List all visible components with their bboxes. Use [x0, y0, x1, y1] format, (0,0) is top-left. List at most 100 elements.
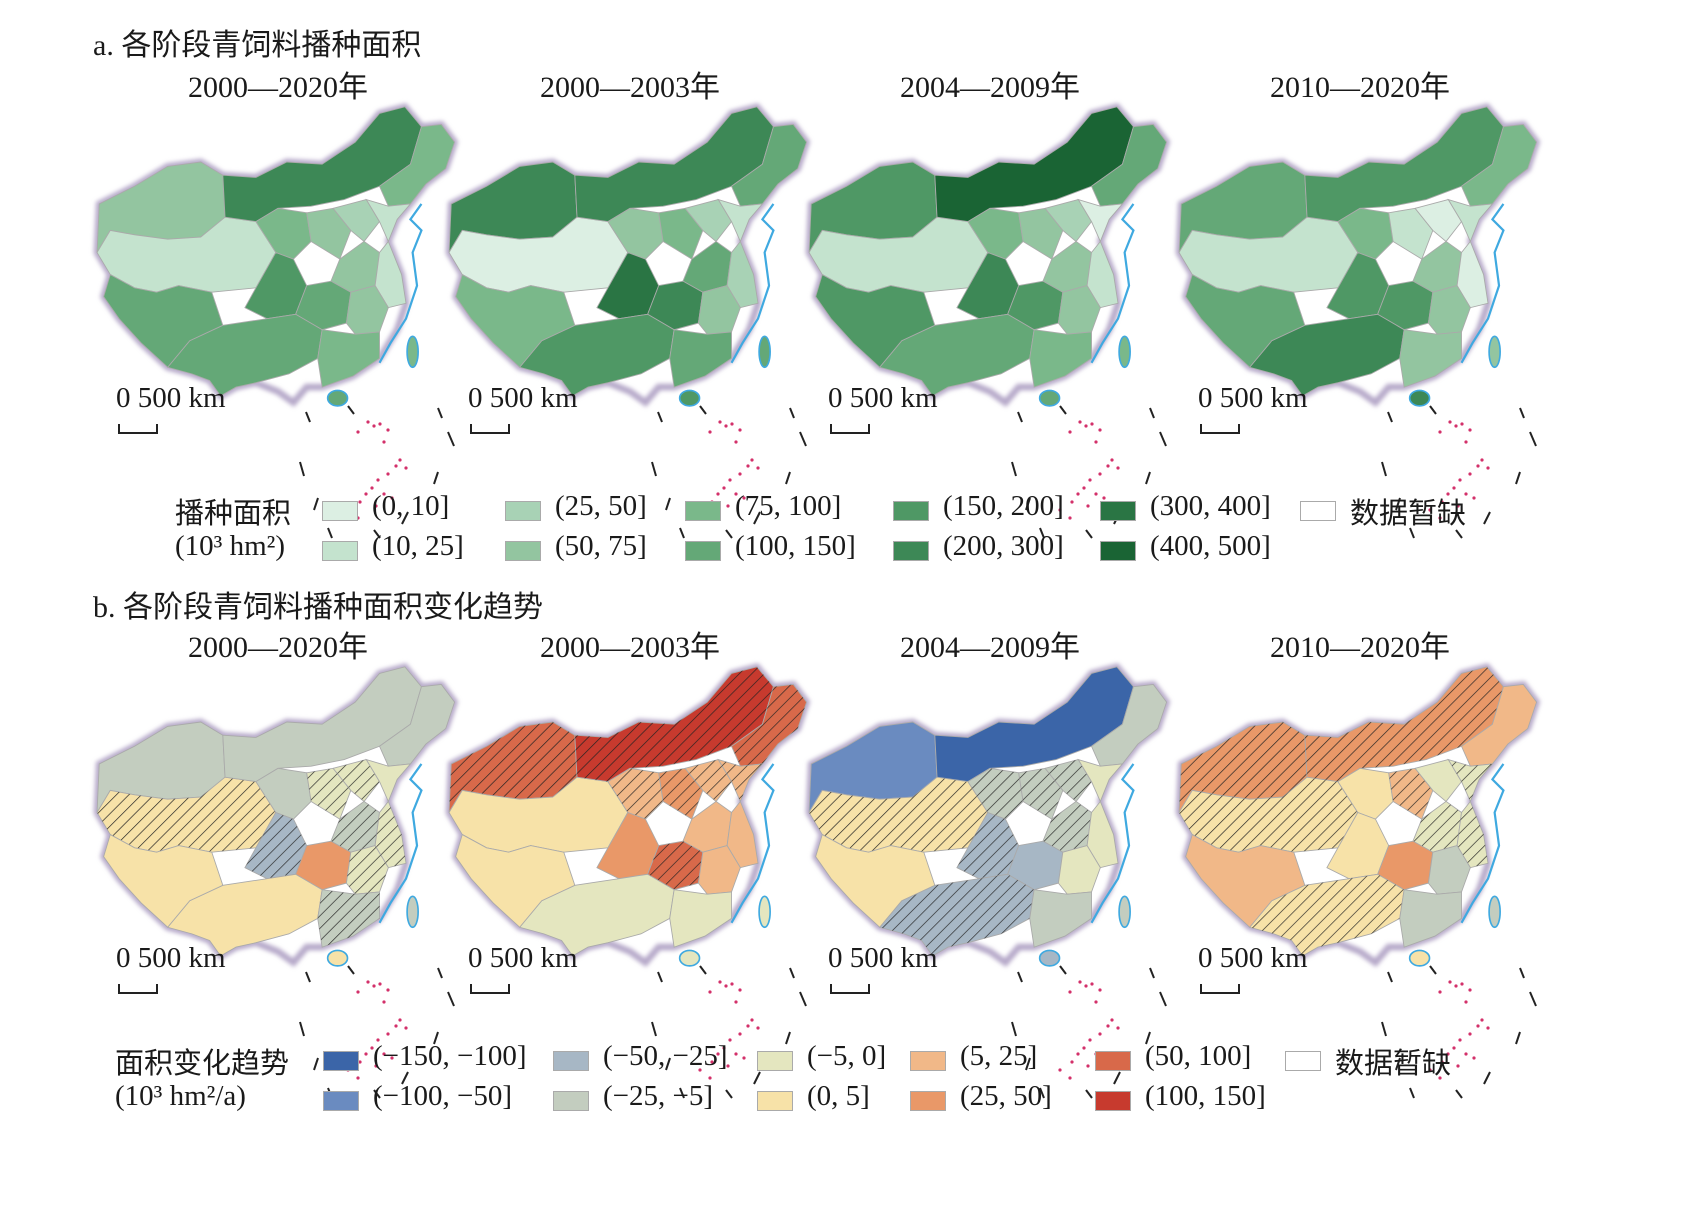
province-region — [103, 833, 224, 928]
legend-swatch — [1100, 541, 1136, 561]
province-region — [1447, 198, 1494, 243]
map-china — [805, 663, 1171, 968]
map-china — [93, 103, 459, 408]
legend-label: (50, 100] — [1145, 1040, 1252, 1072]
scale-label: 0 500 km — [1198, 942, 1308, 974]
taiwan-island — [1118, 335, 1131, 369]
legend-label: (100, 150] — [735, 530, 856, 562]
province-region — [1044, 199, 1093, 243]
map-panel: 2000—2020年 0 500 km — [88, 62, 468, 539]
legend-swatch — [505, 501, 541, 521]
scale-label: 0 500 km — [116, 942, 226, 974]
map-panel: 2000—2020年 0 500 km — [88, 622, 468, 1099]
legend-b-unit: (10³ hm²/a) — [115, 1080, 246, 1112]
legend-swatch — [323, 1051, 359, 1071]
legend-label: (150, 200] — [943, 490, 1064, 522]
map-china — [1175, 103, 1541, 408]
legend-label: 数据暂缺 — [1335, 1048, 1452, 1080]
scale-bar: 0 500 km — [1198, 382, 1308, 434]
hainan-island — [1038, 949, 1061, 967]
legend-swatch — [505, 541, 541, 561]
scale-bar: 0 500 km — [116, 942, 226, 994]
legend-b-heading: 面积变化趋势 — [115, 1048, 290, 1080]
south-china-sea-inset — [1381, 405, 1537, 539]
province-region — [1399, 889, 1462, 948]
south-china-sea-inset — [1011, 965, 1167, 1099]
south-china-sea-inset — [299, 965, 455, 1099]
legend-swatch — [1300, 501, 1336, 521]
legend-label: 数据暂缺 — [1350, 498, 1467, 530]
legend-label: (200, 300] — [943, 530, 1064, 562]
hainan-island — [678, 949, 701, 967]
section-b-title: b. 各阶段青饲料播种面积变化趋势 — [93, 591, 543, 624]
map-panel: 2004—2009年 0 500 km — [800, 62, 1180, 539]
taiwan-island — [1118, 895, 1131, 929]
province-region — [669, 329, 732, 388]
legend-b: 面积变化趋势 (10³ hm²/a) (−150, −100] (−100, −5… — [115, 1040, 1615, 1130]
legend-swatch — [893, 501, 929, 521]
period-title: 2004—2009年 — [900, 631, 1080, 664]
scale-label: 0 500 km — [828, 382, 938, 414]
scale-label: 0 500 km — [116, 382, 226, 414]
map-panel: 2010—2020年 0 500 km — [1170, 622, 1550, 1099]
taiwan-island — [758, 895, 771, 929]
taiwan-island — [758, 335, 771, 369]
province-region — [658, 207, 704, 260]
legend-label: (−150, −100] — [373, 1040, 527, 1072]
scale-label: 0 500 km — [468, 382, 578, 414]
province-region — [365, 758, 412, 803]
legend-a: 播种面积 (10³ hm²) (0, 10] (10, 25] (25, 50] (5… — [175, 490, 1625, 580]
province-region — [1029, 329, 1092, 388]
scale-bar: 0 500 km — [828, 382, 938, 434]
scale-label: 0 500 km — [1198, 382, 1308, 414]
province-region — [317, 329, 380, 388]
province-region — [1388, 207, 1434, 260]
legend-label: (50, 75] — [555, 530, 647, 562]
map-china — [93, 663, 459, 968]
legend-swatch — [322, 541, 358, 561]
province-region — [684, 199, 733, 243]
legend-label: (−100, −50] — [373, 1080, 513, 1112]
map-china — [1175, 663, 1541, 968]
taiwan-island — [406, 335, 419, 369]
scale-bar: 0 500 km — [468, 942, 578, 994]
scale-bar: 0 500 km — [116, 382, 226, 434]
legend-swatch — [323, 1091, 359, 1111]
period-title: 2010—2020年 — [1270, 631, 1450, 664]
legend-label: (400, 500] — [1150, 530, 1271, 562]
province-region — [1185, 273, 1306, 368]
map-china — [445, 103, 811, 408]
map-panel: 2004—2009年 0 500 km — [800, 622, 1180, 1099]
legend-label: (10, 25] — [372, 530, 464, 562]
province-region — [815, 273, 936, 368]
legend-swatch — [893, 541, 929, 561]
period-title: 2004—2009年 — [900, 71, 1080, 104]
legend-swatch — [553, 1051, 589, 1071]
south-china-sea-inset — [651, 405, 807, 539]
legend-a-heading: 播种面积 — [175, 498, 292, 530]
scale-bar: 0 500 km — [468, 382, 578, 434]
map-china — [805, 103, 1171, 408]
legend-swatch — [910, 1051, 946, 1071]
legend-label: (−25, −5] — [603, 1080, 714, 1112]
province-region — [1077, 198, 1124, 243]
legend-label: (0, 5] — [807, 1080, 870, 1112]
legend-label: (75, 100] — [735, 490, 842, 522]
hainan-island — [1408, 389, 1431, 407]
map-china — [445, 663, 811, 968]
map-panel: 2000—2003年 0 500 km — [440, 622, 820, 1099]
map-panel: 2010—2020年 0 500 km — [1170, 62, 1550, 539]
scale-label: 0 500 km — [828, 942, 938, 974]
scale-bar: 0 500 km — [828, 942, 938, 994]
period-title: 2010—2020年 — [1270, 71, 1450, 104]
province-region — [332, 199, 381, 243]
legend-label: (0, 10] — [372, 490, 450, 522]
taiwan-island — [1488, 895, 1501, 929]
taiwan-island — [1488, 335, 1501, 369]
hainan-island — [678, 389, 701, 407]
taiwan-island — [406, 895, 419, 929]
legend-swatch — [322, 501, 358, 521]
legend-a-unit: (10³ hm²) — [175, 530, 286, 562]
period-title: 2000—2003年 — [540, 71, 720, 104]
province-region — [1185, 833, 1306, 928]
